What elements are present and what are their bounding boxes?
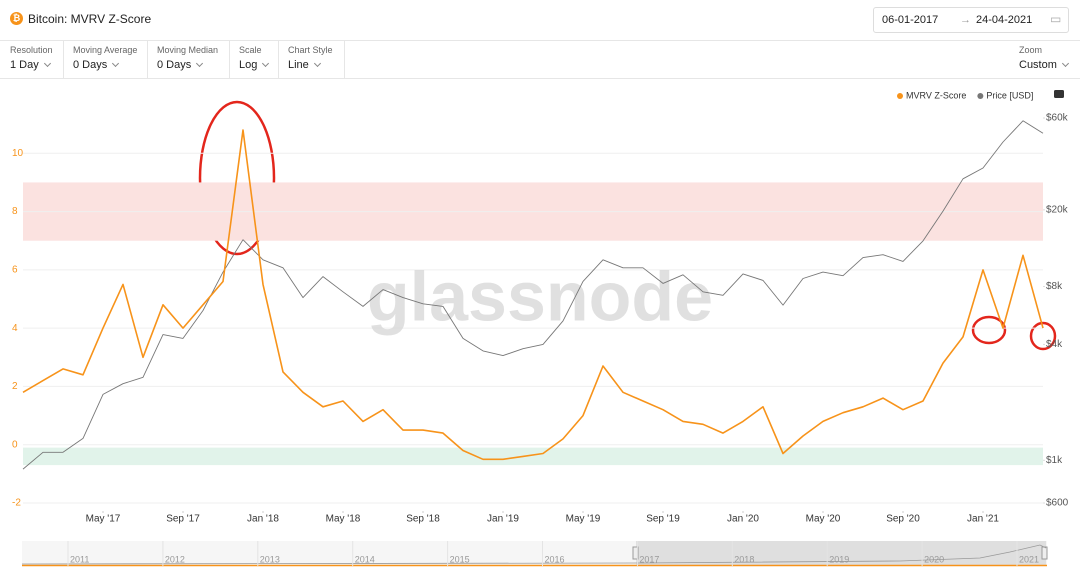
annotation-ellipse xyxy=(971,315,1007,345)
dropdown[interactable]: Moving Average 0 Days xyxy=(63,40,148,78)
dropdown-value-row: 0 Days xyxy=(157,59,204,71)
navigator-year: 2015 xyxy=(450,554,470,564)
annotation-ellipse xyxy=(198,100,276,256)
page-title: Bitcoin: MVRV Z-Score xyxy=(28,12,152,26)
x-tick-label: Jan '20 xyxy=(727,514,759,525)
y-tick-label: 2 xyxy=(12,381,18,392)
y-tick-label: 6 xyxy=(12,264,18,275)
legend-swatch xyxy=(897,93,903,99)
dropdown-label: Moving Median xyxy=(157,45,219,55)
y2-tick-label: $1k xyxy=(1046,455,1063,466)
date-from[interactable]: 06-01-2017 xyxy=(882,14,939,26)
series-line xyxy=(22,120,1044,470)
date-to[interactable]: 24-04-2021 xyxy=(976,14,1033,26)
x-tick-label: Sep '20 xyxy=(886,514,920,525)
x-tick-label: May '18 xyxy=(326,514,361,525)
chevron xyxy=(196,59,204,68)
dropdown-value-row: 1 Day xyxy=(10,59,51,71)
dropdown-label: Chart Style xyxy=(288,45,333,55)
navigator-year: 2017 xyxy=(639,554,659,564)
chevron xyxy=(313,59,321,68)
date-range[interactable]: 06-01-2017 → 24-04-2021 ▭ xyxy=(873,7,1069,33)
x-tick-label: Sep '18 xyxy=(406,514,440,525)
y2-tick-label: $4k xyxy=(1046,339,1063,350)
x-tick-label: Jan '18 xyxy=(247,514,279,525)
y-tick-label: 10 xyxy=(12,148,24,159)
legend-label: Price [USD] xyxy=(986,90,1033,100)
legend-label: MVRV Z-Score xyxy=(906,90,966,100)
x-tick-label: Sep '19 xyxy=(646,514,680,525)
y-tick-label: 4 xyxy=(12,323,18,334)
y-tick-label: 0 xyxy=(12,439,18,450)
dropdown-value-row: Line xyxy=(288,59,321,71)
dropdown[interactable]: Chart Style Line xyxy=(278,40,345,78)
watermark: glassnode xyxy=(367,257,713,335)
chevron xyxy=(1061,59,1069,68)
dropdown-value[interactable]: Line xyxy=(288,59,309,71)
x-tick-label: Sep '17 xyxy=(166,514,200,525)
dropdown[interactable]: Zoom Custom xyxy=(1009,40,1079,78)
navigator-year: 2019 xyxy=(829,554,849,564)
navigator-year: 2020 xyxy=(924,554,944,564)
dropdown-value-row: 0 Days xyxy=(73,59,120,71)
calendar-icon[interactable]: ▭ xyxy=(1050,12,1062,26)
y2-tick-label: $600 xyxy=(1046,498,1069,509)
navigator-year: 2013 xyxy=(260,554,280,564)
header: ₿ Bitcoin: MVRV Z-Score 06-01-2017 → 24-… xyxy=(0,0,1080,41)
chevron xyxy=(43,59,51,68)
dropdown-label: Scale xyxy=(239,45,262,55)
legend-swatch xyxy=(977,93,984,99)
y-tick-label: 8 xyxy=(12,206,18,217)
zone-band xyxy=(23,447,1043,466)
dropdown-value[interactable]: 0 Days xyxy=(73,59,108,71)
dropdown-label: Resolution xyxy=(10,45,53,55)
x-tick-label: Jan '21 xyxy=(967,514,999,525)
dropdown-label: Zoom xyxy=(1019,45,1043,55)
series-line xyxy=(22,129,1044,461)
x-tick-label: May '20 xyxy=(806,514,841,525)
controls-bar: Resolution 1 Day Moving Average 0 Days Movin… xyxy=(0,40,1080,79)
navigator-handle xyxy=(632,546,639,560)
navigator-year: 2021 xyxy=(1019,554,1039,564)
dropdown-value[interactable]: Custom xyxy=(1019,59,1057,71)
x-tick-label: Jan '19 xyxy=(487,514,519,525)
navigator-year: 2018 xyxy=(734,554,754,564)
y2-tick-label: $8k xyxy=(1046,281,1063,292)
dropdown-label: Moving Average xyxy=(73,45,138,55)
chevron xyxy=(262,59,270,68)
dropdown-value-row: Log xyxy=(239,59,270,71)
dropdown-value[interactable]: 1 Day xyxy=(10,59,39,71)
dropdown-value[interactable]: 0 Days xyxy=(157,59,192,71)
navigator-handle xyxy=(1041,546,1048,560)
dropdown-value-row: Custom xyxy=(1019,59,1069,71)
chevron xyxy=(112,59,120,68)
dropdown[interactable]: Moving Median 0 Days xyxy=(147,40,230,78)
x-tick-label: May '17 xyxy=(86,514,121,525)
y2-tick-label: $20k xyxy=(1046,204,1069,215)
annotation-ellipse xyxy=(1029,321,1057,351)
x-tick-label: May '19 xyxy=(566,514,601,525)
camera-icon[interactable] xyxy=(1054,90,1064,98)
bitcoin-icon: ₿ xyxy=(10,12,23,25)
navigator-year: 2016 xyxy=(545,554,565,564)
navigator-year: 2012 xyxy=(165,554,185,564)
navigator-year: 2011 xyxy=(70,554,89,564)
navigator-year: 2014 xyxy=(355,554,375,564)
navigator-trace xyxy=(21,544,1047,565)
date-arrow: → xyxy=(960,14,971,26)
y-tick-label: -2 xyxy=(12,498,21,509)
dropdown[interactable]: Scale Log xyxy=(229,40,279,78)
y2-tick-label: $60k xyxy=(1046,113,1069,124)
dropdown[interactable]: Resolution 1 Day xyxy=(0,40,64,78)
dropdown-value[interactable]: Log xyxy=(239,59,258,71)
